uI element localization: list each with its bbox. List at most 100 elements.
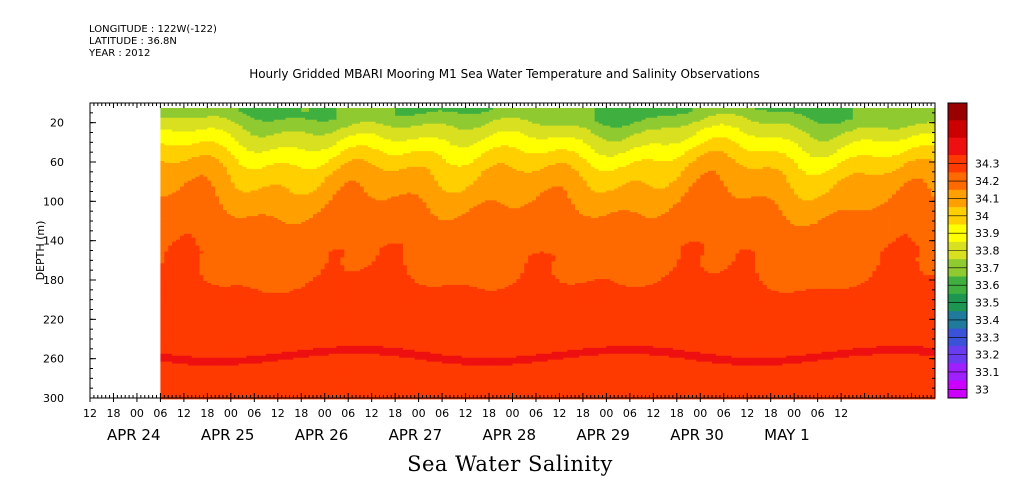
heatmap-cell	[187, 279, 193, 282]
heatmap-cell	[187, 365, 193, 368]
heatmap-cell	[215, 149, 220, 152]
heatmap-cell	[211, 373, 216, 376]
heatmap-cell	[168, 332, 173, 335]
heatmap-cell	[187, 361, 193, 364]
heatmap-cell	[176, 111, 181, 115]
heatmap-cell	[164, 166, 169, 170]
heatmap-cell	[191, 280, 197, 284]
heatmap-cell	[207, 229, 212, 233]
heatmap-cell	[211, 216, 216, 219]
heatmap-cell	[191, 251, 197, 254]
heatmap-cell	[215, 257, 220, 260]
heatmap-cell	[176, 119, 181, 123]
heatmap-cell	[203, 225, 208, 229]
heatmap-cell	[164, 157, 169, 160]
heatmap-cell	[172, 334, 177, 337]
heatmap-cell	[183, 233, 189, 237]
heatmap-cell	[183, 326, 189, 329]
heatmap-cell	[176, 279, 181, 282]
heatmap-cell	[168, 125, 173, 128]
heatmap-cell	[172, 182, 177, 186]
heatmap-cell	[207, 170, 212, 174]
heatmap-cell	[223, 113, 228, 117]
heatmap-cell	[187, 389, 193, 392]
heatmap-cell	[211, 147, 216, 150]
heatmap-cell	[168, 133, 173, 136]
heatmap-cell	[219, 314, 224, 317]
heatmap-cell	[179, 294, 185, 298]
heatmap-cell	[183, 182, 189, 186]
heatmap-cell	[211, 194, 216, 197]
heatmap-cell	[219, 292, 224, 296]
heatmap-cell	[203, 220, 208, 223]
heatmap-cell	[207, 194, 212, 197]
heatmap-cell	[164, 393, 169, 396]
heatmap-cell	[223, 298, 228, 302]
heatmap-cell	[176, 139, 181, 142]
heatmap-cell	[172, 170, 177, 174]
heatmap-cell	[179, 255, 185, 258]
heatmap-cell	[223, 341, 228, 345]
heatmap-cell	[168, 206, 173, 209]
heatmap-cell	[187, 343, 193, 347]
heatmap-cell	[199, 141, 204, 144]
heatmap-cell	[183, 107, 189, 111]
heatmap-cell	[164, 290, 169, 294]
heatmap-cell	[179, 194, 185, 197]
heatmap-cell	[191, 141, 197, 144]
heatmap-cell	[226, 155, 232, 158]
heatmap-cell	[195, 107, 200, 111]
heatmap-cell	[160, 271, 165, 274]
heatmap-cell	[207, 251, 212, 254]
heatmap-cell	[179, 304, 185, 307]
heatmap-cell	[223, 328, 228, 331]
heatmap-cell	[226, 176, 232, 180]
heatmap-cell	[183, 184, 189, 187]
heatmap-cell	[195, 365, 200, 368]
heatmap-cell	[183, 377, 189, 380]
heatmap-cell	[191, 176, 197, 180]
heatmap-cell	[199, 292, 204, 296]
heatmap-cell	[191, 298, 197, 302]
heatmap-cell	[172, 373, 177, 376]
heatmap-cell	[164, 310, 169, 313]
heatmap-cell	[172, 157, 177, 160]
heatmap-cell	[195, 141, 200, 144]
heatmap-cell	[223, 212, 228, 215]
heatmap-cell	[187, 151, 193, 154]
heatmap-cell	[179, 200, 185, 203]
heatmap-cell	[187, 198, 193, 201]
heatmap-cell	[215, 363, 220, 366]
heatmap-cell	[223, 322, 228, 325]
heatmap-cell	[223, 318, 228, 321]
heatmap-cell	[215, 157, 220, 160]
heatmap-cell	[226, 143, 232, 146]
heatmap-cell	[191, 196, 197, 199]
heatmap-cell	[191, 383, 197, 386]
heatmap-cell	[215, 288, 220, 292]
heatmap-cell	[183, 341, 189, 345]
heatmap-cell	[191, 395, 197, 398]
heatmap-cell	[223, 383, 228, 386]
heatmap-cell	[164, 200, 169, 203]
heatmap-cell	[187, 395, 193, 398]
heatmap-cell	[160, 332, 165, 335]
heatmap-cell	[168, 351, 173, 355]
heatmap-cell	[207, 190, 212, 193]
heatmap-cell	[172, 218, 177, 221]
heatmap-cell	[176, 137, 181, 140]
heatmap-cell	[179, 180, 185, 184]
heatmap-cell	[179, 334, 185, 337]
heatmap-cell	[195, 349, 200, 353]
heatmap-cell	[187, 147, 193, 150]
heatmap-cell	[191, 385, 197, 388]
heatmap-cell	[199, 393, 204, 396]
heatmap-cell	[164, 168, 169, 172]
heatmap-cell	[179, 357, 185, 361]
heatmap-cell	[211, 277, 216, 280]
heatmap-cell	[168, 339, 173, 343]
heatmap-cell	[160, 119, 165, 123]
heatmap-cell	[195, 216, 200, 219]
heatmap-cell	[195, 345, 200, 349]
heatmap-cell	[207, 288, 212, 292]
